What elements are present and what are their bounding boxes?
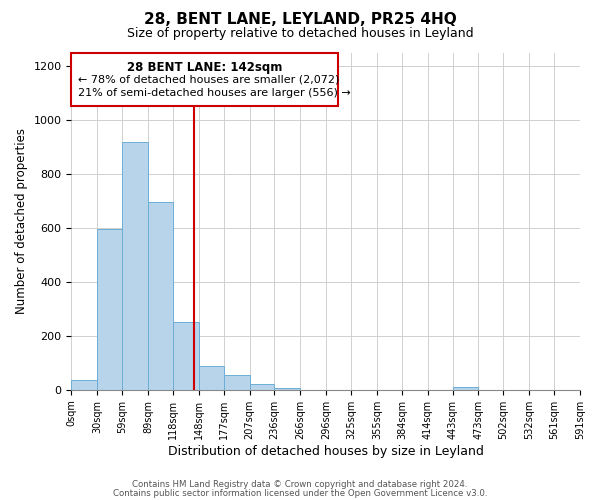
- Bar: [148, 202, 173, 390]
- Bar: [71, 380, 97, 390]
- Text: 28, BENT LANE, LEYLAND, PR25 4HQ: 28, BENT LANE, LEYLAND, PR25 4HQ: [143, 12, 457, 28]
- Y-axis label: Number of detached properties: Number of detached properties: [15, 128, 28, 314]
- Bar: [224, 375, 250, 390]
- Bar: [274, 388, 301, 390]
- Bar: [250, 384, 274, 390]
- Text: ← 78% of detached houses are smaller (2,072): ← 78% of detached houses are smaller (2,…: [78, 74, 340, 84]
- Text: Size of property relative to detached houses in Leyland: Size of property relative to detached ho…: [127, 28, 473, 40]
- Bar: [452, 387, 478, 390]
- Text: 28 BENT LANE: 142sqm: 28 BENT LANE: 142sqm: [127, 60, 283, 74]
- Bar: [173, 322, 199, 390]
- X-axis label: Distribution of detached houses by size in Leyland: Distribution of detached houses by size …: [168, 444, 484, 458]
- Bar: [97, 230, 122, 390]
- Text: 21% of semi-detached houses are larger (556) →: 21% of semi-detached houses are larger (…: [78, 88, 351, 98]
- Bar: [122, 142, 148, 390]
- Bar: [199, 366, 224, 390]
- Text: Contains public sector information licensed under the Open Government Licence v3: Contains public sector information licen…: [113, 489, 487, 498]
- Bar: [71, 52, 338, 106]
- Text: Contains HM Land Registry data © Crown copyright and database right 2024.: Contains HM Land Registry data © Crown c…: [132, 480, 468, 489]
